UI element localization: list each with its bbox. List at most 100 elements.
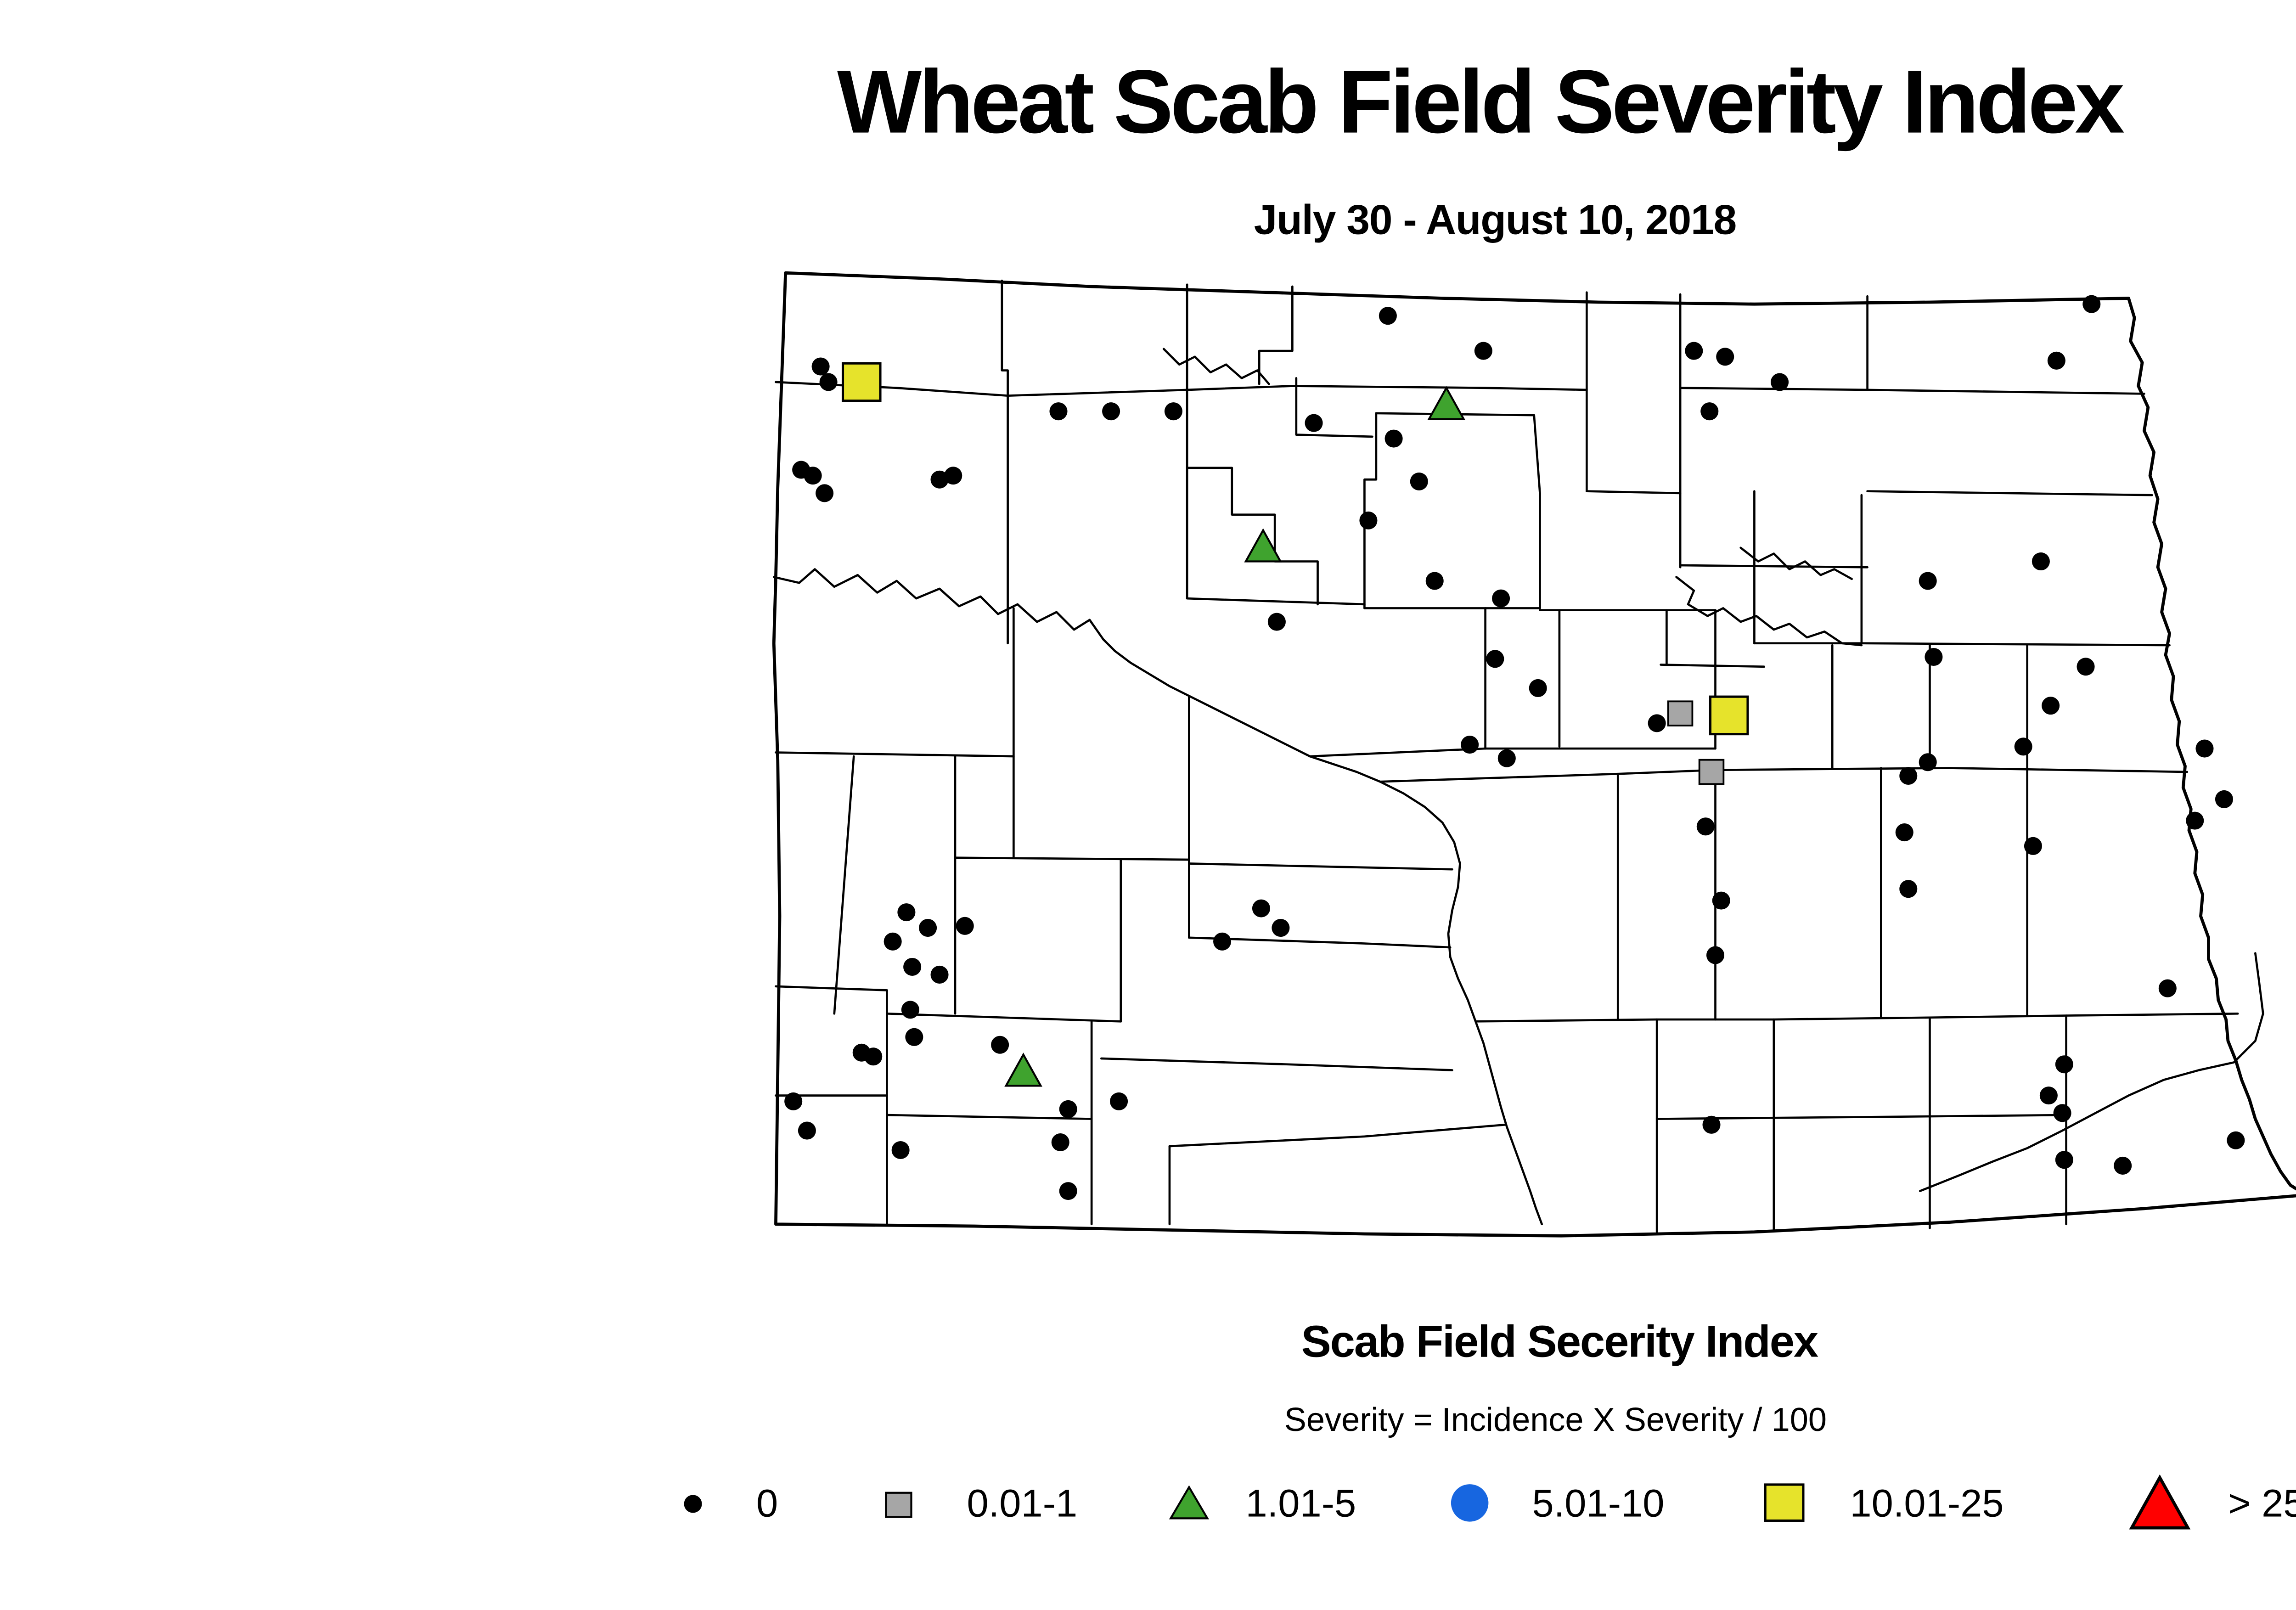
map-marker-0 xyxy=(2042,697,2060,715)
map-marker-0 xyxy=(784,1092,803,1110)
county-line xyxy=(1295,377,1373,438)
legend-label-gt-25: > 25 xyxy=(2228,1483,2296,1526)
map-marker-0 xyxy=(1267,613,1286,631)
county-line xyxy=(1586,490,1682,495)
chart-title: Wheat Scab Field Severity Index xyxy=(837,51,2125,152)
legend-label-1001-25: 10.01-25 xyxy=(1850,1483,2004,1526)
county-line xyxy=(1655,1114,2067,1120)
map-marker-0 xyxy=(1712,891,1730,910)
river-line xyxy=(1675,576,1863,647)
map-marker-0 xyxy=(1925,648,1943,666)
map-marker-0 xyxy=(1059,1182,1077,1200)
river-line xyxy=(1919,952,2264,1192)
map-marker-0 xyxy=(930,965,949,984)
county-line xyxy=(886,1114,1093,1120)
map-marker-0 xyxy=(944,467,962,485)
county-line xyxy=(1533,414,1541,609)
county-line xyxy=(1186,385,1588,391)
county-line xyxy=(1474,1013,2239,1023)
map-marker-0 xyxy=(1359,511,1378,529)
map-marker-0 xyxy=(2082,295,2101,313)
legend-label-501-10: 5.01-10 xyxy=(1532,1483,1665,1526)
map-marker-0 xyxy=(1919,572,1937,590)
county-line xyxy=(1186,597,1366,606)
chart-subtitle: July 30 - August 10, 2018 xyxy=(1254,197,1737,244)
map-marker-0 xyxy=(891,1141,910,1160)
map-marker-0 xyxy=(897,903,916,922)
map-marker-0 xyxy=(1648,714,1666,732)
county-line xyxy=(1309,747,1486,758)
map-marker-0 xyxy=(804,467,822,485)
legend-title: Scab Field Secerity Index xyxy=(1301,1316,1819,1367)
river-line xyxy=(1162,348,1270,385)
map-markers xyxy=(784,295,2245,1200)
map-marker-0 xyxy=(2039,1086,2058,1105)
map-marker-0 xyxy=(1305,414,1323,432)
county-line xyxy=(1363,412,1378,609)
map-marker-0 xyxy=(1899,766,1918,785)
map-marker-0 xyxy=(1486,650,1504,668)
map-marker-0 xyxy=(2114,1156,2132,1175)
map-marker-0 xyxy=(2158,979,2177,997)
map-marker-0 xyxy=(2024,837,2042,855)
map-marker-0 xyxy=(811,357,830,376)
map-marker-10.01-25 xyxy=(841,362,882,402)
county-line xyxy=(1679,387,2145,395)
county-line xyxy=(886,1013,1122,1023)
map-marker-0 xyxy=(905,1028,923,1046)
county-line xyxy=(1379,767,2189,783)
map-marker-0 xyxy=(1696,817,1715,836)
map-marker-0 xyxy=(903,957,922,976)
legend-label-0: 0 xyxy=(756,1483,778,1526)
legend-blue-circle-icon xyxy=(1451,1484,1489,1522)
map-marker-0 xyxy=(1110,1092,1128,1110)
legend-zero-dot-icon xyxy=(684,1495,702,1513)
map-marker-0 xyxy=(901,1001,919,1019)
map-marker-0 xyxy=(798,1121,816,1140)
legend-gray-square-icon xyxy=(885,1492,912,1518)
map-marker-0 xyxy=(1461,736,1479,754)
map-marker-0 xyxy=(1899,880,1918,898)
county-line xyxy=(1100,1057,1453,1071)
county-line xyxy=(1001,279,1009,397)
county-line xyxy=(1679,564,1868,569)
county-line xyxy=(1188,936,1452,949)
county-line xyxy=(1188,862,1453,871)
map-marker-0 xyxy=(2047,351,2065,370)
county-line xyxy=(1753,642,2171,647)
map-marker-0 xyxy=(816,484,834,502)
county-line xyxy=(1168,1123,1506,1148)
state-border xyxy=(772,271,2296,1238)
county-line xyxy=(833,755,855,1015)
river-line xyxy=(772,568,1543,1226)
map-marker-0 xyxy=(1492,589,1510,608)
county-boundaries xyxy=(772,271,2296,1238)
map-marker-0 xyxy=(1716,348,1734,366)
county-line xyxy=(1186,467,1319,606)
map-marker-0 xyxy=(1685,342,1703,360)
map-marker-0 xyxy=(1049,402,1068,421)
map-marker-1.01-5 xyxy=(1427,386,1466,420)
county-line xyxy=(775,751,1015,758)
map-marker-1.01-5 xyxy=(1004,1053,1042,1087)
legend-formula: Severity = Incidence X Severity / 100 xyxy=(1284,1402,1827,1439)
map-marker-0 xyxy=(1529,679,1547,697)
map-marker-0 xyxy=(991,1036,1009,1054)
map-marker-0 xyxy=(1702,1115,1721,1134)
county-line xyxy=(954,856,1190,861)
county-line xyxy=(1660,664,1765,668)
map-marker-0 xyxy=(1895,823,1913,842)
map-marker-1.01-5 xyxy=(1244,528,1283,563)
map-marker-0 xyxy=(1379,307,1397,325)
map-marker-0 xyxy=(1051,1133,1069,1152)
map-marker-0 xyxy=(2186,811,2204,830)
river-line xyxy=(1739,546,1853,580)
map-marker-0 xyxy=(1410,472,1428,491)
map-marker-0 xyxy=(1252,899,1270,918)
map-marker-0 xyxy=(1164,402,1182,421)
map-marker-0 xyxy=(1059,1100,1077,1118)
county-line xyxy=(1866,490,2153,496)
map-marker-0 xyxy=(919,919,937,937)
